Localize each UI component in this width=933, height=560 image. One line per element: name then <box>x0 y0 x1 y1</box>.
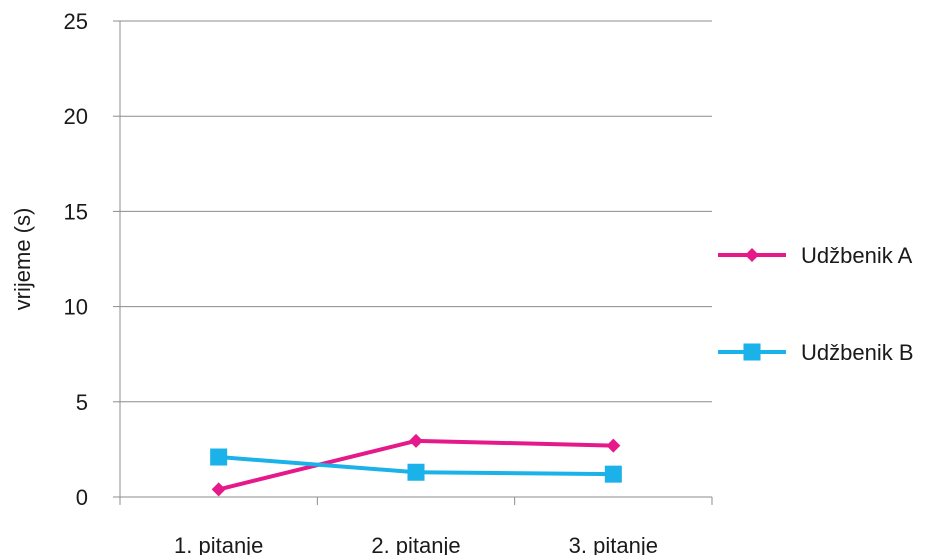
legend-item-2: Udžbenik B <box>718 340 914 365</box>
legend-swatch-marker <box>743 343 761 361</box>
data-point <box>210 448 228 466</box>
y-tick-label: 25 <box>64 9 88 34</box>
axes <box>113 20 713 505</box>
data-point <box>407 463 425 481</box>
x-tick-labels: 1. pitanje 2. pitanje 3. pitanje <box>174 533 658 558</box>
y-tick-label: 0 <box>76 485 88 510</box>
series-2 <box>210 448 622 483</box>
legend-swatch-marker <box>745 248 759 262</box>
legend: Udžbenik A Udžbenik B <box>718 243 914 365</box>
x-tick-label: 3. pitanje <box>569 533 658 555</box>
data-point <box>409 433 423 448</box>
y-tick-labels: 0 5 10 15 20 25 <box>64 9 88 510</box>
legend-label: Udžbenik A <box>801 243 913 268</box>
legend-label: Udžbenik B <box>801 340 914 365</box>
y-tick-label: 10 <box>64 295 88 320</box>
y-tick-label: 20 <box>64 104 88 129</box>
grid-lines <box>120 20 712 403</box>
x-tick-label: 1. pitanje <box>174 533 263 555</box>
legend-item-1: Udžbenik A <box>718 243 913 268</box>
series <box>210 433 622 497</box>
data-point <box>604 465 622 483</box>
data-point <box>211 482 226 497</box>
y-axis-label: vrijeme (s) <box>10 208 35 311</box>
x-tick-label: 2. pitanje <box>371 533 460 555</box>
y-tick-label: 5 <box>76 390 88 415</box>
series-1 <box>211 433 621 497</box>
data-point <box>606 438 621 453</box>
y-tick-label: 15 <box>64 199 88 224</box>
